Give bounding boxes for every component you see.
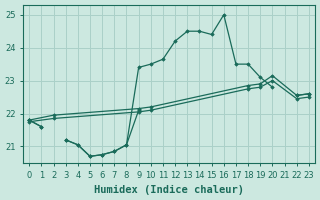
X-axis label: Humidex (Indice chaleur): Humidex (Indice chaleur) <box>94 185 244 195</box>
